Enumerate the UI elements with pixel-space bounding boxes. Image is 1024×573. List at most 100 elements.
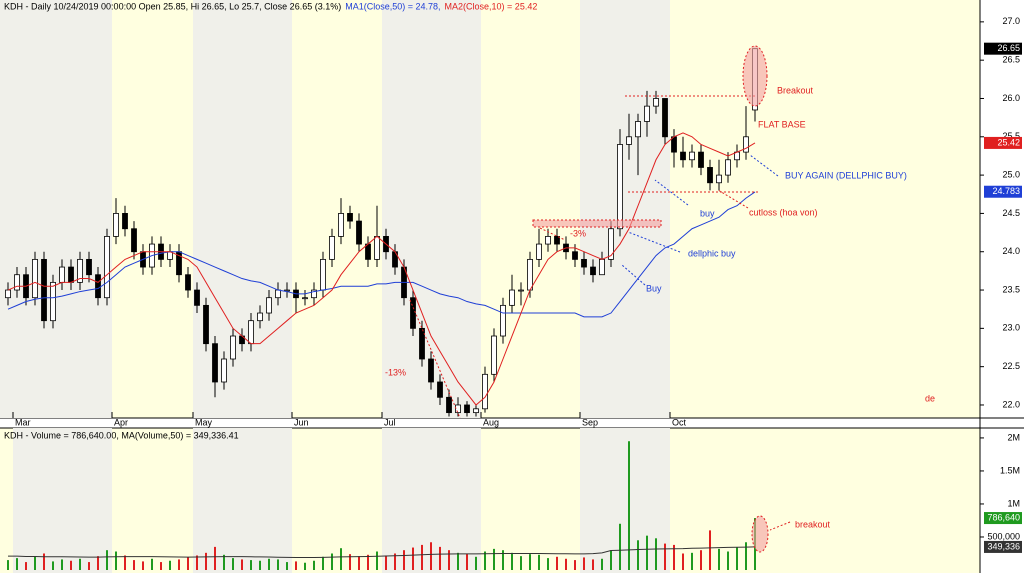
price-marker-label: 25.42 [997,137,1020,147]
volume-bar [682,553,684,570]
volume-bar [592,559,594,570]
candle-body [104,236,110,299]
volume-title: KDH - Volume = 786,640.00, MA(Volume,50)… [4,430,239,440]
arrow [621,264,646,286]
candle-body [338,213,344,237]
y-tick-label: 25.5 [1002,131,1020,141]
volume-bar [43,553,45,570]
annotation: cutloss (hoa von) [749,207,818,217]
arrow [409,299,461,419]
volume-bar [520,556,522,570]
drawings [409,45,791,553]
candle-body [365,243,371,260]
annotation: buy [700,208,715,218]
volume-bar [628,441,630,570]
volume-bar [169,560,171,570]
candle-body [374,236,380,260]
candle-body [671,136,677,153]
arrow [769,521,791,531]
volume-bar [322,556,324,570]
month-band [0,0,13,418]
volume-bar [259,560,261,570]
price-marker-label: 24.783 [992,186,1020,196]
y-tick-label: 23.5 [1002,284,1020,294]
volume-bar [691,552,693,570]
candle-body [59,266,65,283]
candle-body [50,281,56,322]
candle-body [14,274,20,291]
annotation: BUY AGAIN (DELLPHIC BUY) [785,170,907,180]
candle-body [491,335,497,375]
price-panel [0,0,980,418]
volume-bar [493,548,495,570]
volume-bar [16,558,18,570]
y-tick-label: 24.0 [1002,246,1020,256]
candle-body [518,289,524,292]
annotation: breakout [795,519,831,529]
candle-body [203,304,209,345]
volume-bar [502,550,504,570]
candle-body [212,343,218,383]
volume-bar [268,558,270,570]
candle-body [95,274,101,299]
annotation: de [925,393,935,403]
volume-bar [70,560,72,570]
y-tick-label: 1M [1007,498,1020,508]
month-band [382,0,481,418]
volume-bar [205,552,207,570]
volume-bar [430,542,432,570]
volume-bar [601,558,603,570]
x-tick-label: Sep [582,417,598,427]
candle-body [320,258,326,291]
volume-bar [133,560,135,570]
price-title: KDH - Daily 10/24/2019 00:00:00 Open 25.… [4,1,341,11]
candle-body [500,304,506,337]
annotation: dellphic buy [688,248,736,258]
month-band [13,428,112,573]
price-marker-label: 26.65 [997,43,1020,53]
candle-body [698,151,704,168]
x-tick-label: Aug [483,417,499,427]
volume-bar [52,561,54,570]
volume-bar [637,540,639,570]
y-tick-label: 2M [1007,432,1020,442]
price-marker [984,42,1022,55]
volume-bar [79,558,81,570]
volume-bar [547,558,549,570]
volume-bar [565,558,567,570]
legend-entry: MA1(Close,50) = 24.78, [345,1,440,11]
volume-bar [709,530,711,570]
volume-bar [673,544,675,570]
volume-bar [610,550,612,570]
volume-bar [232,558,234,570]
volume-bar [250,560,252,570]
volume-bar [646,535,648,570]
volume-bar [421,544,423,570]
candle-body [230,335,236,360]
y-tick-label: 27.0 [1002,16,1020,26]
month-band [193,0,292,418]
candle-body [464,404,470,414]
annotation: Breakout [777,85,814,95]
candle-body [635,121,641,138]
candle-body [509,289,515,306]
candle-body [626,136,632,145]
volume-bar [286,562,288,570]
candle-body [653,98,659,107]
x-tick-label: Mar [15,417,31,427]
x-tick-label: May [195,417,213,427]
y-tick-label: 25.0 [1002,169,1020,179]
candle-body [617,144,623,230]
y-tick-label: 26.0 [1002,93,1020,103]
candle-body [446,396,452,414]
month-band [13,0,112,418]
volume-bar [25,562,27,570]
legend-entry: MA2(Close,10) = 25.42 [445,1,538,11]
candle-body [644,105,650,122]
volume-panel [0,428,980,573]
volume-bar [574,560,576,570]
ma-line [8,546,756,558]
